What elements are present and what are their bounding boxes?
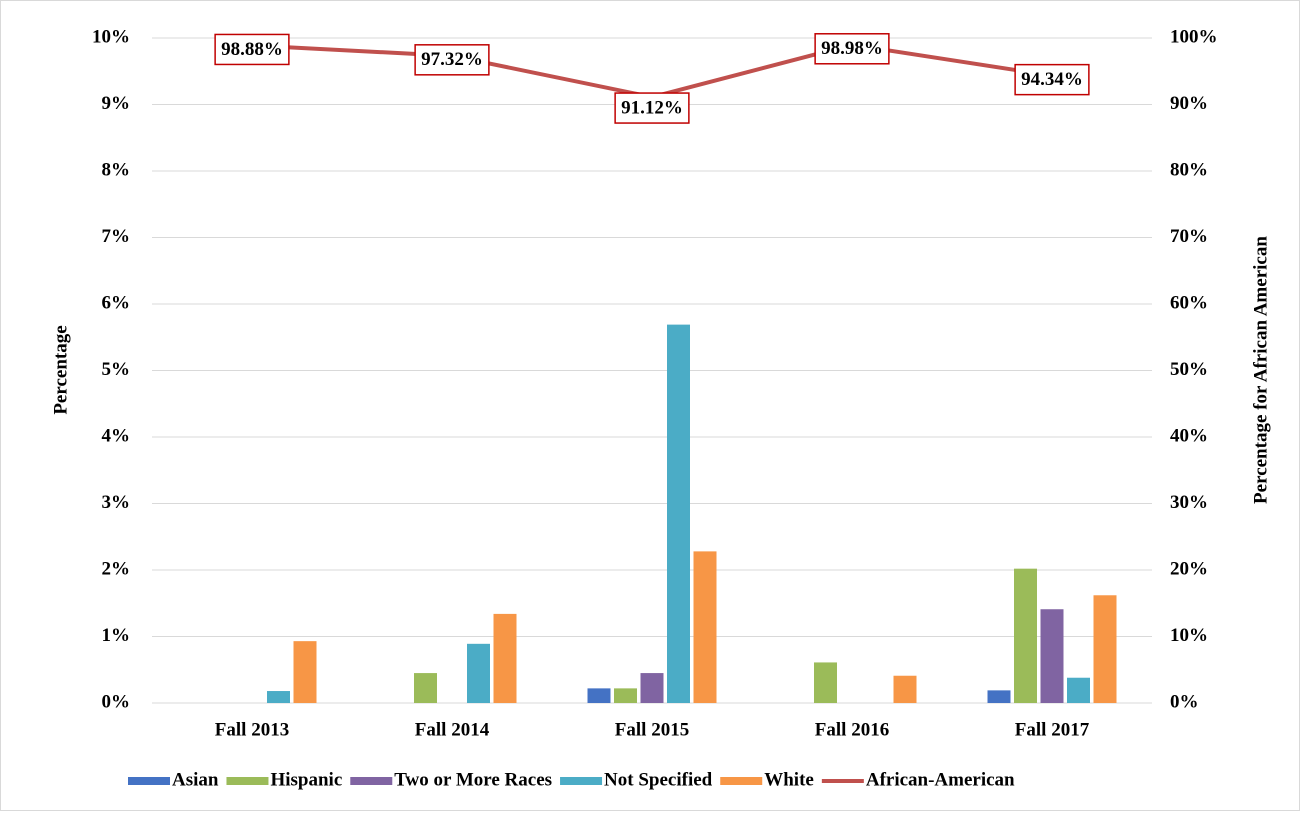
bar [293, 641, 317, 703]
x-tick-label: Fall 2017 [1015, 719, 1090, 740]
data-label: 98.88% [221, 39, 283, 60]
x-tick-label: Fall 2014 [415, 719, 490, 740]
legend-label: White [764, 769, 814, 790]
x-tick-label: Fall 2013 [215, 719, 289, 740]
legend-swatch [720, 777, 763, 785]
data-label-box [214, 33, 290, 66]
y2-tick-label: 50% [1170, 359, 1208, 380]
y2-tick-label: 90% [1170, 93, 1208, 114]
legend-label: Not Specified [604, 769, 713, 790]
y-tick-label: 5% [102, 359, 131, 380]
y-tick-label: 10% [92, 26, 130, 47]
y-tick-label: 3% [102, 492, 131, 513]
bar [893, 675, 917, 703]
data-label: 97.32% [421, 49, 483, 70]
bar [1014, 568, 1037, 703]
bar [987, 690, 1011, 703]
data-label: 98.98% [821, 38, 883, 59]
y-tick-label: 4% [102, 425, 131, 446]
y2-tick-label: 10% [1170, 625, 1208, 646]
legend-label: Hispanic [270, 769, 342, 790]
bar [693, 551, 717, 703]
legend-swatch [226, 777, 269, 785]
y-tick-label: 8% [102, 159, 131, 180]
bar [493, 613, 517, 703]
bar [640, 673, 664, 703]
legend-label: Two or More Races [394, 769, 552, 790]
y2-tick-label: 100% [1170, 26, 1218, 47]
data-label: 91.12% [621, 97, 683, 118]
y-tick-label: 1% [102, 625, 131, 646]
data-label: 94.34% [1021, 69, 1083, 90]
data-label-box [814, 33, 890, 65]
y2-tick-label: 80% [1170, 159, 1208, 180]
bar [814, 662, 837, 703]
x-tick-label: Fall 2015 [615, 719, 689, 740]
data-label-box [414, 44, 490, 76]
y2-axis-title: Percentage for African American [1250, 236, 1271, 504]
bar [1093, 595, 1117, 703]
legend-label: Asian [172, 769, 219, 790]
y2-tick-label: 40% [1170, 425, 1208, 446]
legend-swatch [128, 777, 170, 785]
data-label-box [1014, 63, 1090, 96]
x-tick-label: Fall 2016 [815, 719, 889, 740]
legend-swatch [560, 777, 603, 785]
y-tick-label: 6% [102, 292, 131, 313]
y2-tick-label: 70% [1170, 226, 1208, 247]
data-label-box [614, 92, 690, 124]
y-tick-label: 7% [102, 226, 131, 247]
y2-tick-label: 30% [1170, 492, 1208, 513]
bar [1067, 677, 1090, 703]
y2-tick-label: 60% [1170, 292, 1208, 313]
bar [614, 688, 637, 703]
y2-tick-label: 20% [1170, 558, 1208, 579]
legend-label: African-American [866, 769, 1015, 790]
bar [587, 688, 611, 703]
bar [667, 324, 690, 703]
bar [414, 673, 437, 703]
bar [1040, 609, 1064, 703]
y2-tick-label: 0% [1170, 691, 1199, 712]
y-tick-label: 0% [102, 691, 131, 712]
y-tick-label: 2% [102, 558, 131, 579]
y-axis-title: Percentage [50, 325, 71, 414]
y-tick-label: 9% [102, 93, 131, 114]
legend-swatch [350, 777, 393, 785]
bar [267, 691, 290, 703]
bar [467, 643, 490, 703]
